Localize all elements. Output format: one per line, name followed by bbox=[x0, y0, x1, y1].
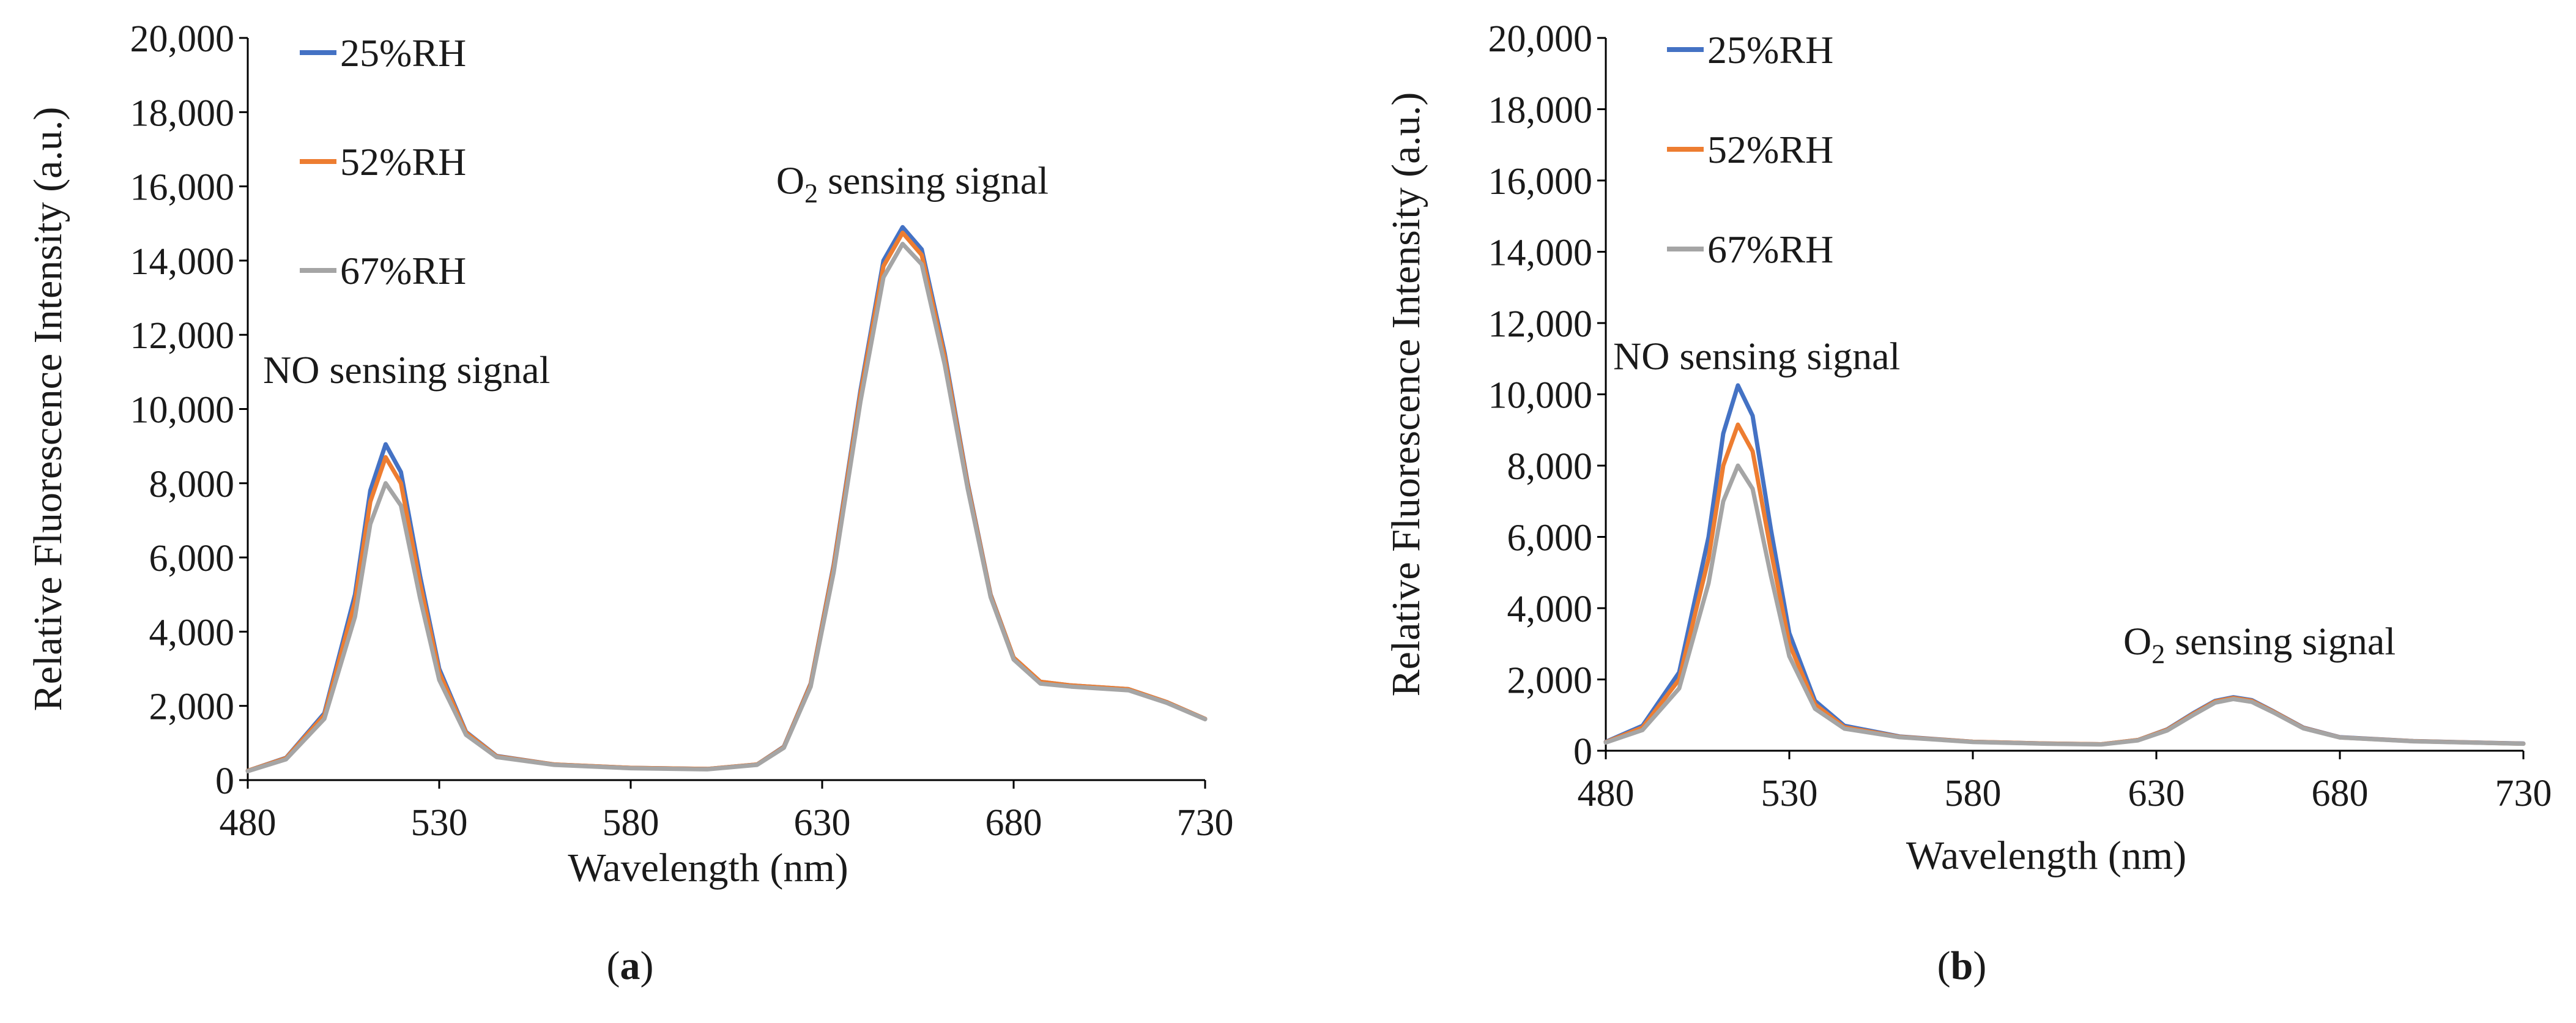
annotation-label: O2 sensing signal bbox=[2123, 620, 2396, 669]
legend-label: 25%RH bbox=[340, 31, 466, 75]
chart-panel-b: 0 2,000 4,000 6,000 8,000 10,000 12,000 14,000 1… bbox=[1384, 18, 2552, 988]
series-line-67pct-rh bbox=[1603, 463, 2526, 747]
legend-label: 67%RH bbox=[340, 249, 466, 292]
y-tick-label: 20,000 bbox=[1488, 18, 1593, 60]
legend-label: 25%RH bbox=[1707, 28, 1833, 72]
x-tick-label: 730 bbox=[2495, 773, 2552, 814]
y-tick-label: 0 bbox=[1573, 731, 1592, 773]
series-line-67pct-rh bbox=[245, 242, 1208, 773]
y-tick-label: 6,000 bbox=[149, 538, 235, 579]
series-line-25pct-rh bbox=[245, 225, 1208, 773]
y-tick-label: 12,000 bbox=[130, 315, 235, 357]
x-tick-label: 680 bbox=[2312, 773, 2369, 814]
y-tick-label: 4,000 bbox=[1507, 589, 1593, 630]
y-tick-label: 8,000 bbox=[149, 464, 235, 505]
panel-label: (b) bbox=[1937, 943, 1987, 988]
chart-panel-a: 0 2,000 4,000 6,000 8,000 10,000 12,000 14,000 1… bbox=[26, 18, 1234, 988]
x-tick-label: 730 bbox=[1177, 802, 1234, 844]
y-tick-label: 16,000 bbox=[1488, 161, 1593, 203]
y-tick-label: 6,000 bbox=[1507, 518, 1593, 559]
y-tick-label: 2,000 bbox=[1507, 660, 1593, 702]
y-axis-title: Relative Fluorescence Intensity (a.u.) bbox=[1384, 92, 1428, 697]
y-tick-label: 20,000 bbox=[130, 18, 235, 60]
y-tick-label: 4,000 bbox=[149, 612, 235, 653]
x-tick-label: 480 bbox=[1578, 773, 1635, 814]
x-tick-label: 580 bbox=[603, 802, 659, 844]
y-tick-label: 14,000 bbox=[130, 241, 235, 283]
x-tick-label: 630 bbox=[2128, 773, 2185, 814]
series-line-25pct-rh bbox=[1603, 383, 2526, 746]
y-tick-label: 18,000 bbox=[1488, 90, 1593, 132]
x-tick-label: 630 bbox=[794, 802, 851, 844]
annotation-label: O2 sensing signal bbox=[776, 159, 1049, 209]
x-tick-label: 530 bbox=[1761, 773, 1818, 814]
y-tick-label: 10,000 bbox=[130, 390, 235, 431]
series-line-52pct-rh bbox=[245, 230, 1208, 773]
y-tick-label: 14,000 bbox=[1488, 232, 1593, 274]
y-tick-label: 16,000 bbox=[130, 167, 235, 209]
x-axis-title: Wavelength (nm) bbox=[568, 846, 848, 890]
y-tick-label: 12,000 bbox=[1488, 303, 1593, 345]
x-axis-title: Wavelength (nm) bbox=[1906, 833, 2186, 878]
y-tick-label: 10,000 bbox=[1488, 375, 1593, 417]
x-tick-label: 480 bbox=[220, 802, 277, 844]
x-tick-label: 680 bbox=[985, 802, 1042, 844]
y-tick-label: 8,000 bbox=[1507, 446, 1593, 488]
legend-label: 52%RH bbox=[340, 140, 466, 184]
legend-label: 67%RH bbox=[1707, 228, 1833, 271]
x-tick-label: 580 bbox=[1945, 773, 2002, 814]
annotation-label: NO sensing signal bbox=[263, 348, 550, 392]
legend-label: 52%RH bbox=[1707, 128, 1833, 171]
y-tick-label: 2,000 bbox=[149, 686, 235, 728]
x-tick-label: 530 bbox=[411, 802, 468, 844]
y-tick-label: 18,000 bbox=[130, 92, 235, 134]
panel-label: (a) bbox=[607, 943, 654, 988]
annotation-label: NO sensing signal bbox=[1613, 335, 1900, 378]
y-axis-title: Relative Fluorescence Intensity (a.u.) bbox=[26, 107, 70, 712]
y-tick-label: 0 bbox=[215, 761, 234, 802]
